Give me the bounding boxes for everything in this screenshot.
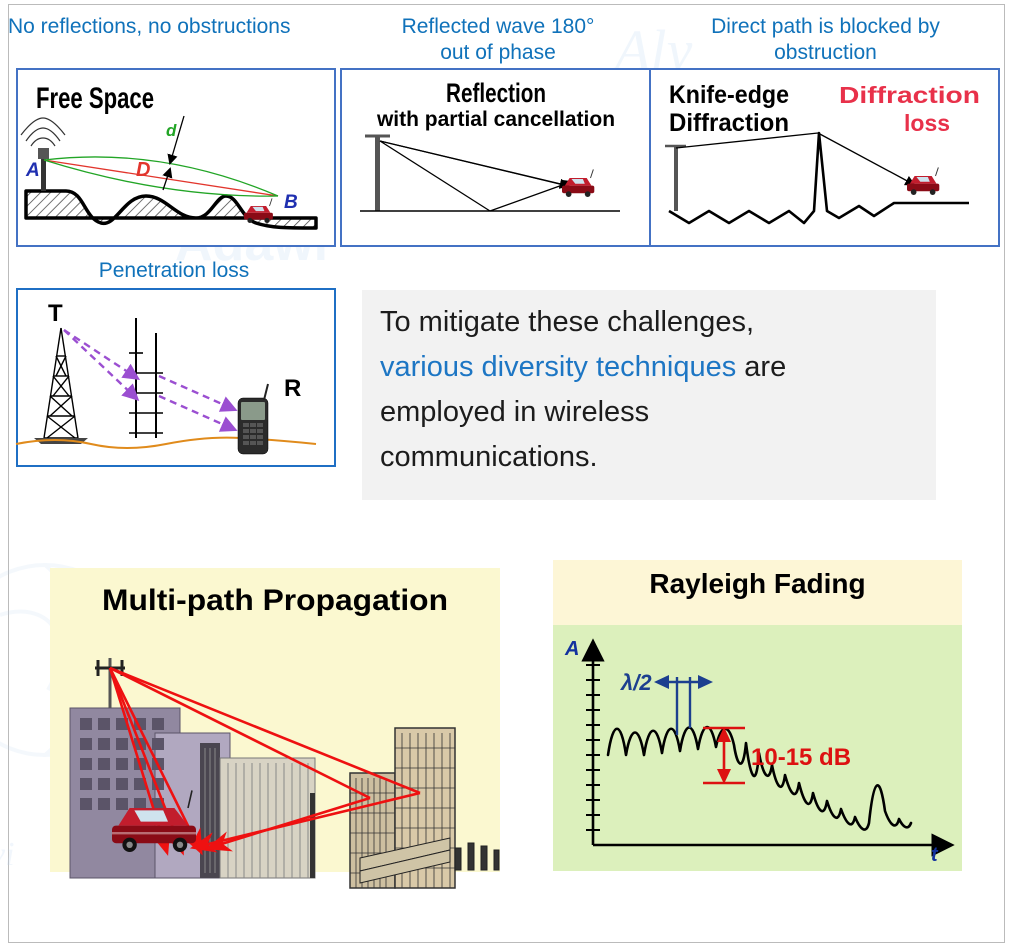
svg-text:Multi-path Propagation: Multi-path Propagation: [102, 584, 448, 617]
svg-text:B: B: [284, 192, 298, 213]
svg-text:t: t: [931, 844, 939, 866]
svg-text:Diffraction: Diffraction: [839, 82, 980, 108]
svg-text:A: A: [564, 638, 579, 660]
svg-text:Diffraction: Diffraction: [669, 109, 789, 137]
svg-text:loss: loss: [904, 110, 950, 136]
svg-text:D: D: [136, 159, 150, 181]
svg-text:R: R: [284, 375, 301, 402]
svg-text:Knife-edge: Knife-edge: [669, 81, 789, 109]
svg-text:vi: vi: [0, 836, 15, 873]
svg-text:d: d: [166, 121, 177, 140]
svg-text:λ/2: λ/2: [620, 670, 652, 695]
svg-text:A: A: [25, 160, 40, 181]
svg-text:with partial cancellation: with partial cancellation: [376, 108, 615, 131]
svg-text:10-15 dB: 10-15 dB: [751, 744, 851, 771]
svg-text:Free Space: Free Space: [36, 82, 154, 115]
svg-text:T: T: [48, 300, 63, 327]
svg-text:Reflection: Reflection: [446, 78, 546, 108]
